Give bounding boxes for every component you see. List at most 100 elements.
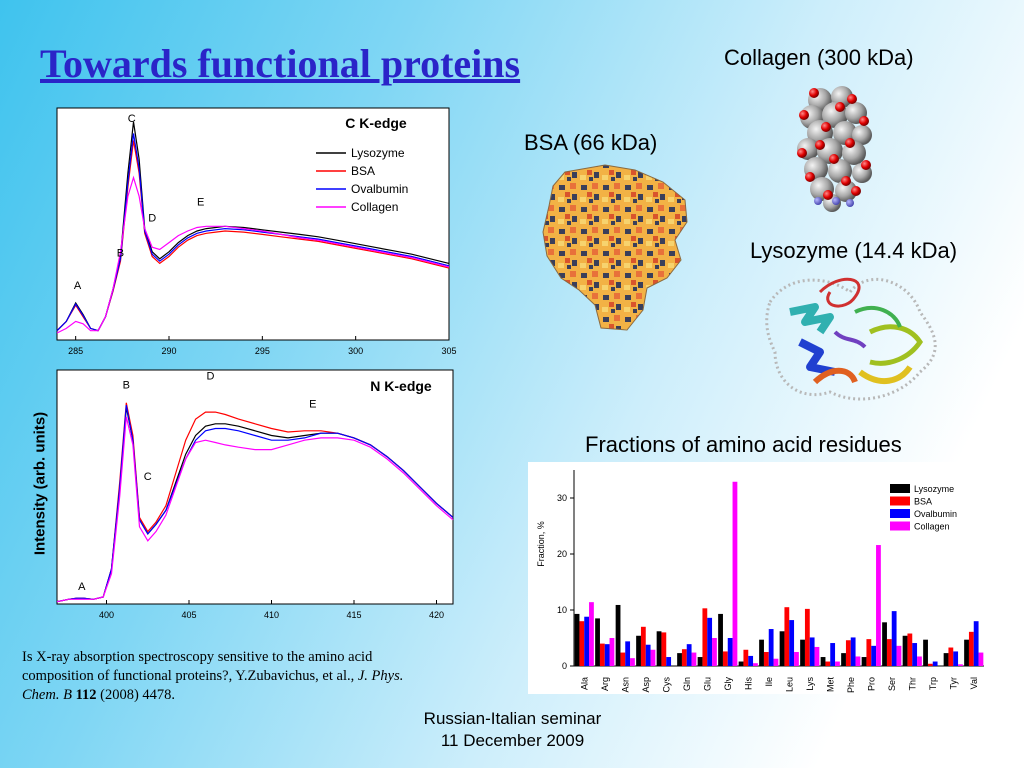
bar-category-label: Met — [825, 677, 835, 693]
bar-bsa-ser — [886, 639, 892, 666]
n-k-edge-annotations: A B C D E — [78, 370, 316, 593]
bar-collagen-met — [835, 661, 840, 666]
bar-lysozyme-leu — [779, 631, 785, 666]
lysozyme-structure-image — [765, 277, 937, 401]
bar-ovalbumin-tyr — [953, 651, 959, 666]
bar-bsa-leu — [784, 607, 790, 666]
bar-category-label: Lys — [805, 677, 815, 691]
bar-chart-title: Fractions of amino acid residues — [585, 432, 902, 457]
bar-bsa-thr — [907, 633, 913, 666]
bar-legend-label-collagen: Collagen — [914, 522, 950, 532]
bar-category-label: Phe — [846, 677, 856, 693]
bar-ovalbumin-pro — [871, 645, 877, 666]
bar-category-label: Glu — [702, 677, 712, 691]
bar-collagen-pro — [876, 545, 881, 666]
bar-lysozyme-thr — [902, 635, 908, 666]
citation: Is X-ray absorption spectroscopy sensiti… — [22, 648, 412, 705]
bar-category-label: Pro — [866, 677, 876, 691]
bar-collagen-glu — [712, 638, 717, 666]
bar-bsa-arg — [599, 643, 605, 666]
bar-category-label: Ile — [764, 677, 774, 687]
bar-lysozyme-cys — [656, 631, 662, 666]
bar-lysozyme-glu — [697, 657, 703, 666]
bar-ovalbumin-val — [973, 621, 979, 666]
bar-bsa-glu — [702, 608, 708, 666]
bar-lysozyme-his — [738, 661, 744, 666]
bar-bsa-gly — [722, 651, 728, 666]
c-k-edge-xtick-label: 305 — [441, 346, 456, 356]
bar-category-label: Trp — [928, 677, 938, 690]
bar-ovalbumin-ser — [891, 611, 897, 666]
bar-ovalbumin-asn — [625, 641, 631, 666]
bar-bsa-trp — [927, 663, 933, 666]
bar-ovalbumin-lys — [809, 637, 815, 666]
bar-collagen-asp — [650, 649, 656, 666]
bar-chart-ylabel: Fraction, % — [536, 521, 546, 567]
c-k-edge-series — [56, 121, 450, 334]
n-k-edge-title: N K-edge — [370, 378, 432, 394]
bar-lysozyme-met — [820, 657, 826, 666]
amino-acid-bar-chart: 0 10 20 30 Ala Arg Asn Asp Cys Gln Glu Gly His Ile Le… — [528, 462, 994, 694]
bar-lysozyme-pro — [861, 657, 867, 666]
c-k-edge-xtick-label: 290 — [161, 346, 176, 356]
bar-category-label: Gln — [682, 677, 692, 691]
bar-lysozyme-gln — [677, 653, 682, 666]
bar-lysozyme-arg — [595, 618, 600, 666]
bar-bsa-phe — [845, 640, 851, 666]
citation-journal: J. Phys. Chem. B — [22, 668, 404, 703]
c-k-edge-title: C K-edge — [345, 115, 407, 131]
bar-ovalbumin-cys — [666, 657, 672, 666]
bsa-label: BSA (66 kDa) — [524, 130, 658, 155]
bar-chart-bars: Ala Arg Asn Asp Cys Gln Glu Gly His Ile Leu Lys Met P… — [574, 481, 984, 693]
bar-ovalbumin-arg — [604, 644, 610, 666]
legend-label-collagen: Collagen — [351, 200, 398, 214]
c-k-edge-xtick-label: 295 — [255, 346, 270, 356]
bar-lysozyme-trp — [923, 639, 928, 666]
bar-collagen-leu — [794, 652, 799, 666]
c-k-edge-annotation-d: D — [148, 213, 156, 225]
bar-lysozyme-val — [964, 639, 969, 666]
bar-legend-swatch-lysozyme — [890, 484, 910, 493]
bar-bsa-ala — [579, 621, 585, 666]
c-k-edge-plot-area — [56, 107, 450, 341]
n-k-edge-xtick-label: 410 — [264, 610, 279, 620]
bar-legend-swatch-collagen — [890, 521, 910, 531]
bar-bsa-met — [825, 661, 831, 666]
bar-bsa-gln — [681, 649, 687, 666]
c-k-edge-x-axis: 285 290 295 300 305 — [68, 336, 457, 356]
bar-legend-label-ovalbumin: Ovalbumin — [914, 509, 957, 519]
n-k-edge-chart: 400 405 410 415 420 A B C D E N K-edge — [56, 369, 454, 620]
citation-text: Is X-ray absorption spectroscopy sensiti… — [22, 649, 373, 684]
bar-ytick-label: 10 — [557, 605, 567, 615]
lysozyme-label: Lysozyme (14.4 kDa) — [750, 238, 958, 263]
n-k-edge-xtick-label: 400 — [99, 610, 114, 620]
slide-title: Towards functional proteins — [40, 41, 521, 86]
bar-legend-label-bsa: BSA — [914, 497, 932, 507]
bar-collagen-gln — [691, 652, 697, 666]
bar-category-label: Gly — [723, 677, 733, 691]
bar-ytick-label: 30 — [557, 493, 567, 503]
n-k-edge-annotation-b: B — [123, 380, 130, 392]
c-k-edge-line-collagen — [56, 175, 450, 334]
n-k-edge-xtick-label: 405 — [181, 610, 196, 620]
citation-rest: (2008) 4478. — [96, 687, 176, 703]
n-k-edge-annotation-d: D — [206, 370, 214, 382]
bar-lysozyme-ala — [574, 613, 580, 666]
bar-bsa-val — [968, 631, 974, 666]
bar-bsa-tyr — [948, 647, 954, 666]
bar-category-label: Val — [969, 677, 979, 689]
bar-collagen-ile — [773, 658, 779, 666]
bar-collagen-phe — [855, 656, 861, 666]
bar-lysozyme-phe — [841, 653, 846, 666]
bar-ovalbumin-met — [830, 643, 836, 666]
bar-chart-legend: Lysozyme BSA Ovalbumin Collagen — [890, 484, 957, 532]
c-k-edge-annotation-a: A — [74, 280, 82, 292]
legend-label-bsa: BSA — [351, 164, 375, 178]
c-k-edge-xtick-label: 285 — [68, 346, 83, 356]
bar-ovalbumin-gln — [686, 644, 692, 666]
bar-collagen-thr — [917, 656, 922, 666]
n-k-edge-line-ovalbumin — [56, 404, 454, 603]
bar-collagen-asn — [630, 658, 635, 666]
legend-label-lysozyme: Lysozyme — [351, 146, 405, 160]
n-k-edge-annotation-e: E — [309, 398, 316, 410]
